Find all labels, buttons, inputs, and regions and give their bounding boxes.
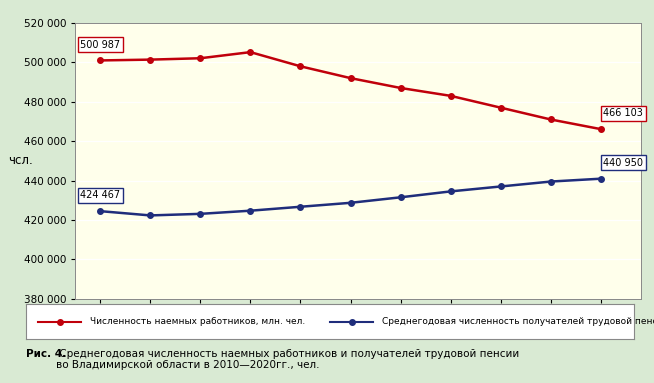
Text: 500 987: 500 987 bbox=[80, 39, 120, 49]
X-axis label: год: год bbox=[347, 319, 369, 332]
Text: Рис. 4.: Рис. 4. bbox=[26, 349, 66, 358]
Text: Среднегодовая численность получателей трудовой пенсии, млн.чел.: Среднегодовая численность получателей тр… bbox=[382, 317, 654, 326]
Text: 424 467: 424 467 bbox=[80, 190, 120, 200]
Text: 440 950: 440 950 bbox=[604, 158, 644, 168]
Text: 466 103: 466 103 bbox=[604, 108, 644, 118]
Text: Численность наемных работников, млн. чел.: Численность наемных работников, млн. чел… bbox=[90, 317, 305, 326]
Text: Среднегодовая численность наемных работников и получателей трудовой пенсии
во Вл: Среднегодовая численность наемных работн… bbox=[56, 349, 519, 370]
Y-axis label: чсл.: чсл. bbox=[9, 154, 33, 167]
